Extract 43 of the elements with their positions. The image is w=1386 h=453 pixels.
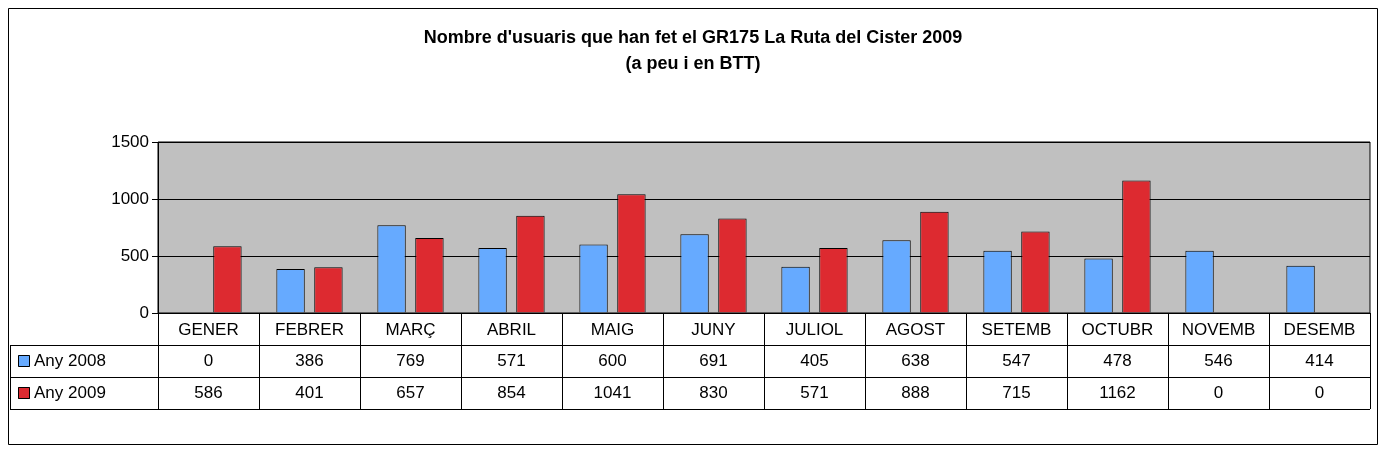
x-tick-label: MARÇ [385,319,436,339]
data-label: 1041 [593,382,632,402]
data-label: 600 [598,350,627,370]
data-label: 0 [1213,382,1224,402]
y-tick-label: 0 [139,302,149,322]
x-tick-label: NOVEMB [1181,319,1256,339]
data-label: 546 [1204,350,1233,370]
data-label: 571 [800,382,829,402]
y-tick-label: 1000 [111,188,149,208]
data-label: 0 [1314,382,1325,402]
x-tick-label: JULIOL [785,319,844,339]
x-tick-label: MAIG [590,319,635,339]
x-tick-label: AGOST [885,319,946,339]
data-label: 386 [295,350,324,370]
data-label: 405 [800,350,829,370]
x-tick-label: GENER [178,319,239,339]
data-label: 547 [1002,350,1031,370]
data-label: 638 [901,350,930,370]
x-tick-label: ABRIL [486,319,537,339]
x-tick-label: SETEMB [981,319,1052,339]
data-label: 478 [1103,350,1132,370]
data-label: 888 [901,382,930,402]
legend-label: Any 2009 [34,382,106,402]
y-tick-label: 500 [120,245,149,265]
data-label: 691 [699,350,728,370]
data-label: 1162 [1099,382,1136,402]
x-tick-label: OCTUBR [1081,319,1154,339]
data-label: 830 [699,382,728,402]
data-label: 571 [497,350,526,370]
data-label: 715 [1002,382,1031,402]
data-label: 586 [194,382,223,402]
legend-label: Any 2008 [34,350,106,370]
x-tick-label: FEBRER [275,319,344,339]
data-label: 401 [295,382,324,402]
x-tick-label: JUNY [691,319,736,339]
data-label: 769 [396,350,425,370]
y-tick-label: 1500 [111,131,149,151]
data-label: 414 [1305,350,1334,370]
data-label: 854 [497,382,526,402]
x-tick-label: DESEMB [1283,319,1356,339]
chart-title: Nombre d'usuaris que han fet el GR175 La Ruta del Cister 2009 (a peu i en BTT) [423,26,963,73]
data-label: 657 [396,382,425,402]
data-label: 0 [203,350,214,370]
